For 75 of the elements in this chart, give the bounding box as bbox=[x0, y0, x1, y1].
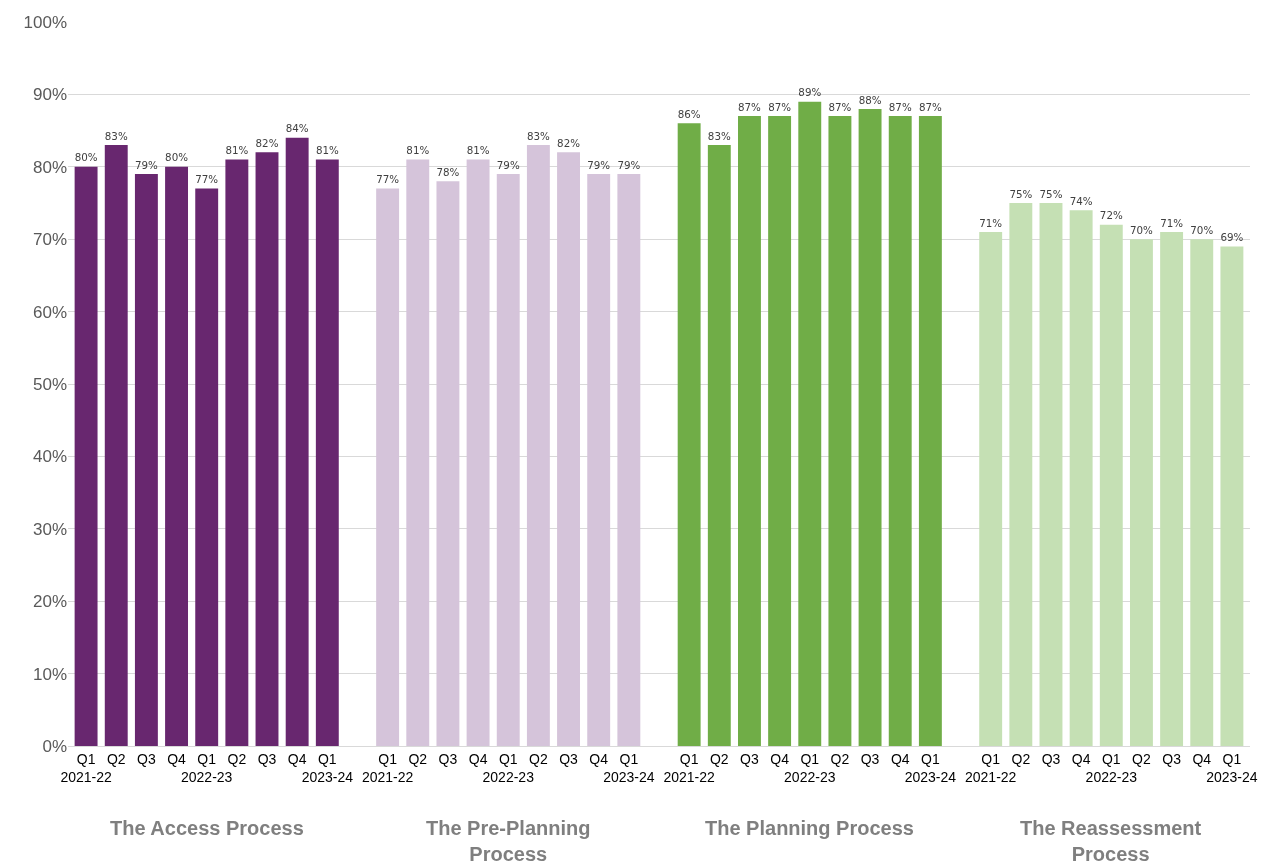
data-label: 83% bbox=[707, 129, 731, 142]
x-tick-label: Q2 bbox=[830, 750, 850, 767]
text: The Planning Process bbox=[705, 817, 914, 839]
data-label: 81% bbox=[315, 144, 339, 157]
data-label: 84% bbox=[285, 122, 309, 135]
data-label: 81% bbox=[406, 144, 430, 157]
x-tick-label: Q4 bbox=[468, 750, 488, 767]
data-label: 83% bbox=[526, 129, 551, 142]
x-tick-label: Q4 bbox=[287, 750, 307, 767]
x-tick-label: Q4 bbox=[1071, 750, 1091, 767]
data-label: 79% bbox=[587, 158, 611, 171]
data-label: 82% bbox=[557, 136, 581, 149]
data-label: 70% bbox=[1190, 223, 1214, 236]
x-tick-label: Q3 bbox=[438, 750, 458, 767]
data-label: 80% bbox=[74, 151, 98, 164]
x-tick-label: Q2 bbox=[1132, 750, 1151, 767]
data-label: 77% bbox=[376, 173, 400, 186]
data-label: 79% bbox=[496, 158, 520, 171]
text: The Access Process bbox=[110, 817, 304, 839]
data-label: 87% bbox=[888, 100, 912, 113]
y-tick-label: 50% bbox=[32, 374, 67, 394]
x-tick-label: Q2 bbox=[709, 750, 729, 767]
x-tick-label: Q3 bbox=[740, 750, 760, 767]
data-label: 87% bbox=[768, 100, 792, 113]
data-label: 81% bbox=[225, 144, 249, 157]
data-label: 77% bbox=[195, 173, 219, 186]
x-tick-label: Q2 bbox=[106, 750, 126, 767]
data-label: 87% bbox=[738, 100, 762, 113]
x-tick-label: Q2 bbox=[1011, 750, 1031, 767]
y-tick-label: 80% bbox=[32, 157, 67, 177]
data-label: 74% bbox=[1069, 194, 1093, 207]
x-tick-label: Q3 bbox=[257, 750, 277, 767]
data-label: 87% bbox=[828, 100, 852, 113]
data-label: 86% bbox=[677, 107, 701, 120]
y-tick-label: 60% bbox=[32, 302, 67, 322]
data-label: 79% bbox=[617, 158, 641, 171]
data-label: 69% bbox=[1220, 231, 1244, 244]
data-label: 78% bbox=[436, 165, 460, 178]
x-tick-label: Q3 bbox=[1041, 750, 1061, 767]
x-tick-label: Q3 bbox=[559, 750, 579, 767]
data-label: 83% bbox=[104, 129, 128, 142]
y-tick-label: 10% bbox=[32, 664, 67, 684]
data-label: 70% bbox=[1130, 223, 1154, 236]
y-tick-label: 20% bbox=[32, 592, 67, 612]
y-tick-label: 0% bbox=[42, 736, 67, 756]
data-label: 88% bbox=[858, 93, 882, 106]
x-tick-label: Q2 bbox=[227, 750, 247, 767]
data-label: 79% bbox=[134, 158, 159, 171]
x-tick-label: Q3 bbox=[860, 750, 880, 767]
y-tick-label: 30% bbox=[32, 519, 67, 539]
data-label: 71% bbox=[979, 216, 1003, 229]
x-tick-label: Q2 bbox=[529, 750, 548, 767]
data-label: 87% bbox=[918, 100, 943, 113]
data-label: 71% bbox=[1160, 216, 1184, 229]
y-tick-label: 90% bbox=[32, 85, 67, 105]
x-tick-label: Q4 bbox=[1192, 750, 1212, 767]
data-label: 82% bbox=[255, 136, 279, 149]
x-tick-label: Q4 bbox=[167, 750, 187, 767]
y-tick-label: 100% bbox=[23, 12, 67, 32]
data-label: 75% bbox=[1039, 187, 1063, 200]
x-tick-label: Q3 bbox=[137, 750, 156, 767]
data-label: 80% bbox=[165, 151, 189, 164]
text: The Reassessment Process bbox=[1020, 817, 1202, 861]
text: The Pre-Planning Process bbox=[426, 817, 591, 861]
x-tick-label: Q3 bbox=[1162, 750, 1182, 767]
y-tick-label: 40% bbox=[32, 447, 67, 467]
x-tick-label: Q4 bbox=[890, 750, 910, 767]
data-label: 89% bbox=[798, 86, 822, 99]
data-label: 81% bbox=[466, 144, 490, 157]
y-tick-label: 70% bbox=[32, 230, 67, 250]
x-tick-label: Q4 bbox=[589, 750, 609, 767]
x-tick-label: Q2 bbox=[408, 750, 428, 767]
data-label: 72% bbox=[1099, 209, 1123, 222]
data-label: 75% bbox=[1009, 187, 1033, 200]
x-tick-label: Q4 bbox=[770, 750, 790, 767]
